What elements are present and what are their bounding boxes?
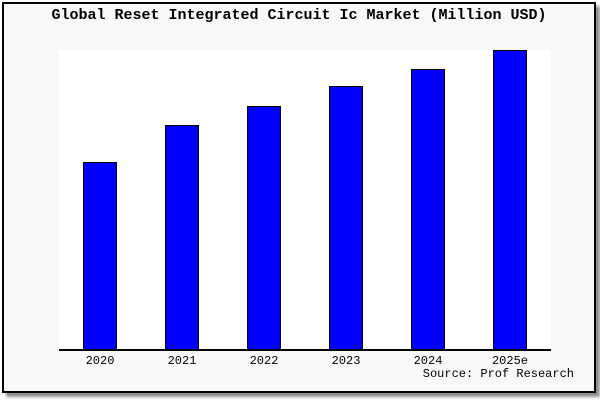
chart-window: Global Reset Integrated Circuit Ic Marke… — [2, 2, 596, 393]
bars-container — [59, 50, 551, 349]
plot-area — [59, 50, 551, 351]
x-tick-label-2023: 2023 — [331, 354, 361, 368]
chart-title: Global Reset Integrated Circuit Ic Marke… — [51, 7, 547, 24]
bar-2021 — [165, 124, 199, 349]
bar-2024 — [411, 68, 445, 349]
x-axis-labels: 2020 2021 2022 2023 2024 2025e — [59, 354, 551, 368]
bar-2023 — [329, 86, 363, 349]
x-tick-label-2020: 2020 — [85, 354, 115, 368]
bar-2020 — [83, 161, 117, 349]
x-tick-label-2021: 2021 — [167, 354, 197, 368]
bar-2025e — [493, 50, 527, 349]
x-tick-label-2025e: 2025e — [491, 354, 528, 368]
bar-2022 — [247, 105, 281, 349]
source-label: Source: Prof Research — [422, 367, 574, 381]
x-tick-label-2024: 2024 — [413, 354, 443, 368]
x-tick-label-2022: 2022 — [249, 354, 279, 368]
